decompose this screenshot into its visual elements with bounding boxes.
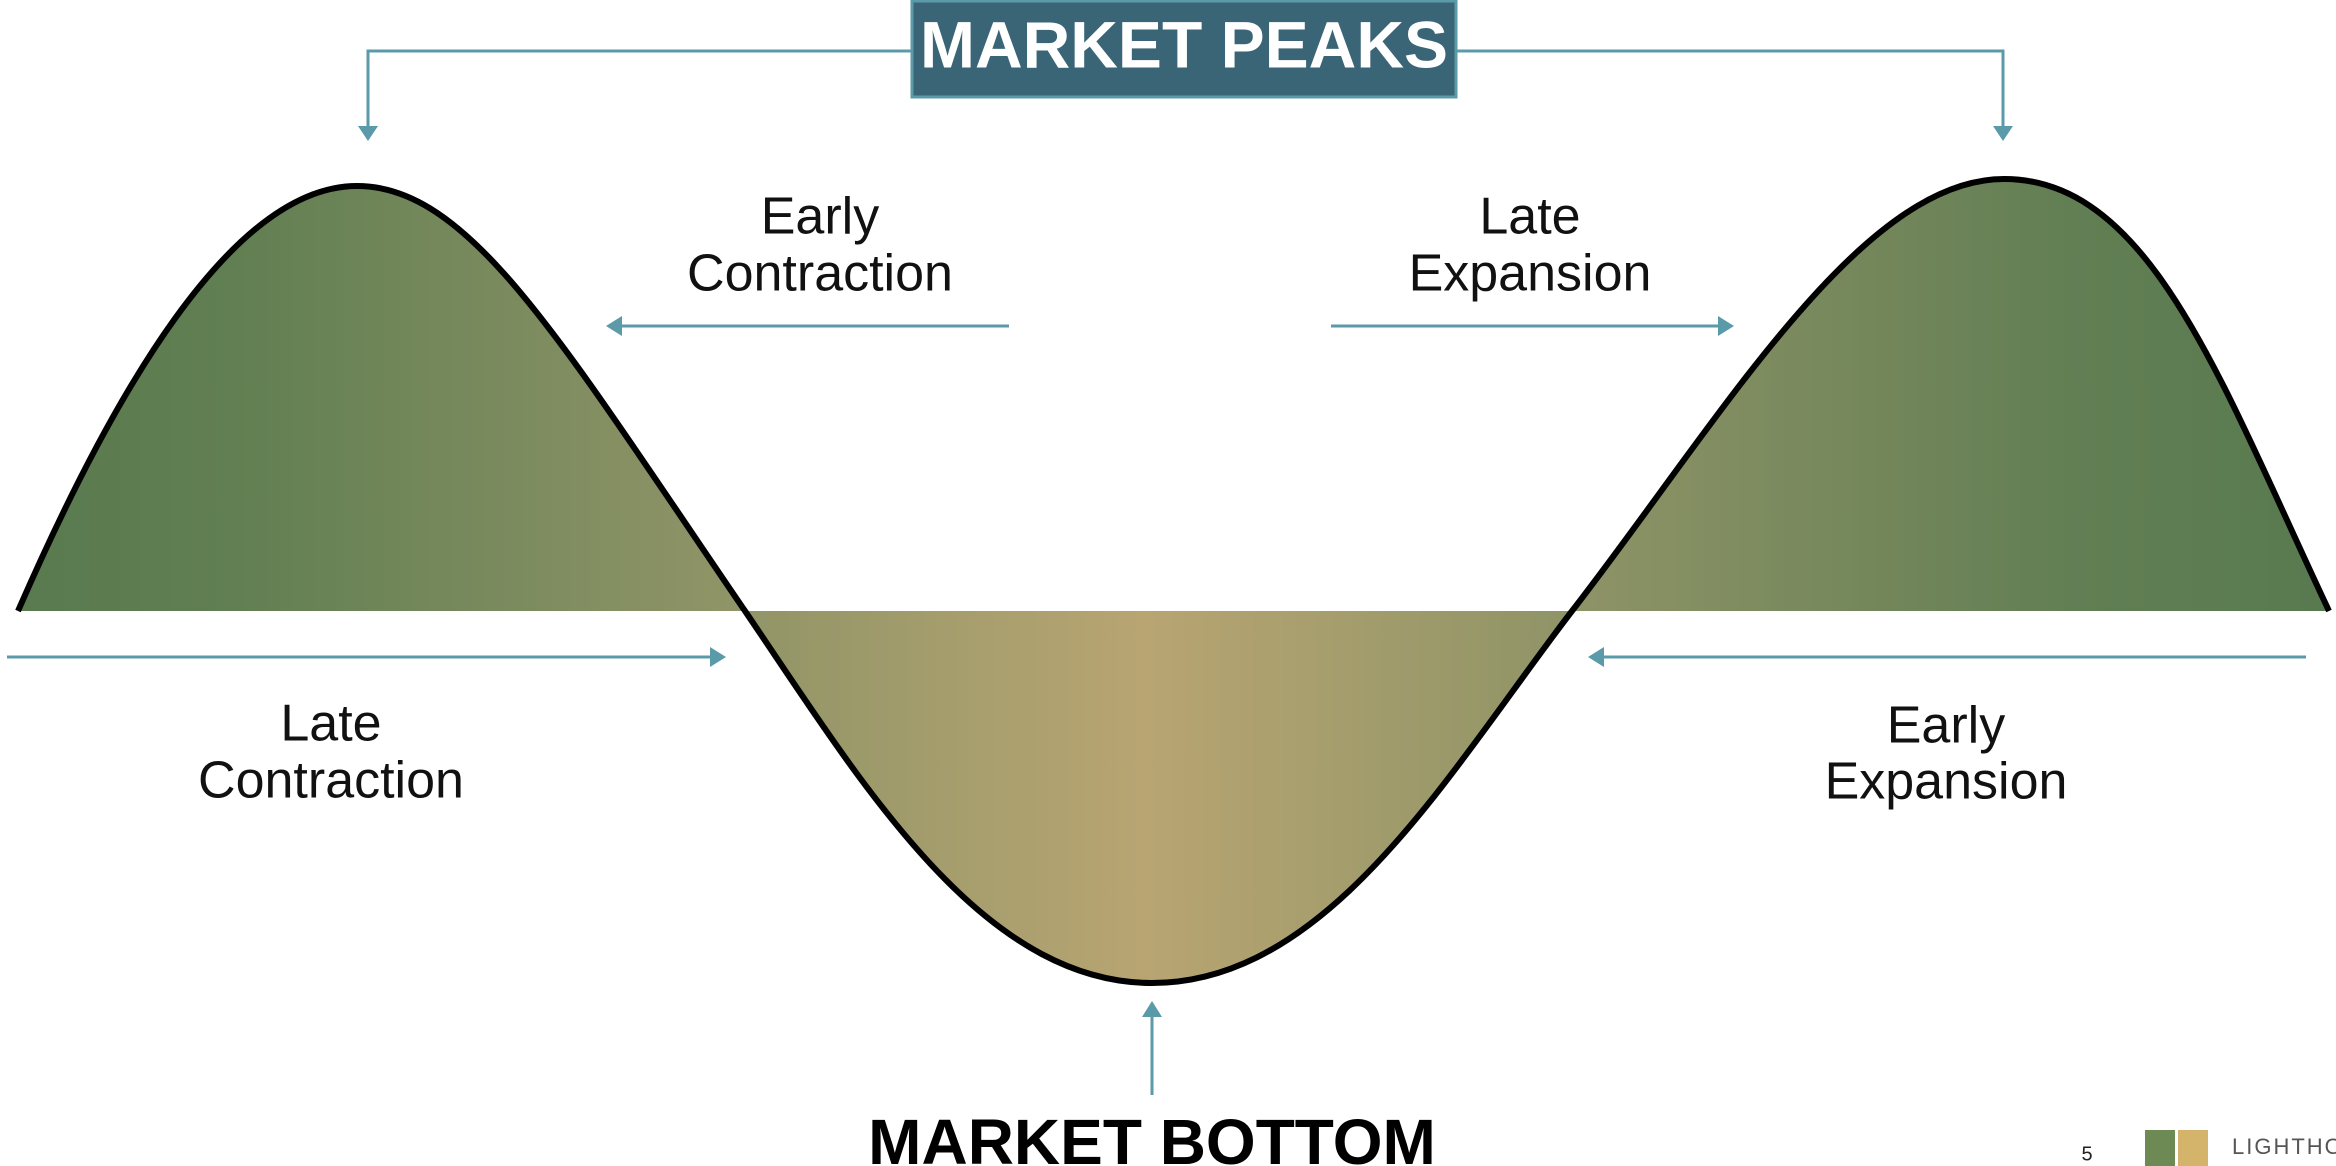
arrowhead bbox=[1993, 126, 2013, 141]
cycle-curve bbox=[15, 175, 2332, 987]
title-box bbox=[910, 0, 1458, 99]
phase-label: Early bbox=[761, 188, 879, 246]
phase-label: Late bbox=[280, 695, 381, 753]
phase-label: Contraction bbox=[687, 245, 953, 303]
arrowhead bbox=[606, 316, 622, 336]
logo bbox=[2145, 1130, 2208, 1166]
logo-tile bbox=[2178, 1130, 2208, 1166]
phase-label: Expansion bbox=[1409, 245, 1652, 303]
phase-label: Expansion bbox=[1825, 753, 2068, 811]
logo-tile bbox=[2145, 1130, 2175, 1166]
peak-bracket bbox=[366, 49, 912, 126]
arrowhead bbox=[358, 126, 378, 141]
arrowhead bbox=[1718, 316, 1734, 336]
logo-text: LIGHTHO bbox=[2232, 1134, 2336, 1159]
title: MARKET PEAKS bbox=[920, 7, 1448, 81]
peak-bracket bbox=[1456, 49, 2005, 126]
phase-label: Early bbox=[1887, 697, 2005, 755]
cycle-fill bbox=[18, 179, 2329, 983]
phase-label: Contraction bbox=[198, 752, 464, 810]
arrowhead bbox=[710, 647, 726, 667]
arrowhead bbox=[1142, 1001, 1162, 1017]
arrowhead bbox=[1588, 647, 1604, 667]
page-number: 5 bbox=[2081, 1143, 2092, 1165]
phase-label: Late bbox=[1479, 188, 1580, 246]
bottom-label: MARKET BOTTOM bbox=[868, 1106, 1436, 1166]
